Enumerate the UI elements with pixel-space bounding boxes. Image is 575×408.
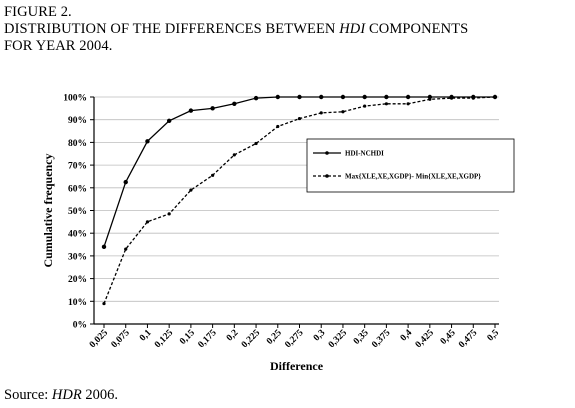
- series-2-point: [254, 141, 258, 146]
- series-2-point: [341, 110, 345, 114]
- legend-box: [306, 138, 515, 193]
- source-note: Source: HDR 2006.: [4, 387, 118, 404]
- x-tick-label: 0,075: [110, 328, 132, 350]
- series-1-point: [253, 95, 259, 101]
- x-tick-label: 0,1: [138, 328, 154, 344]
- series-2-point: [363, 104, 367, 108]
- x-tick-label: 0,5: [486, 328, 502, 344]
- y-tick-labels: 0% 10% 20% 30% 40% 50% 60% 70% 80% 90% 100%: [63, 94, 87, 331]
- figure-title-line-2: FOR YEAR 2004.: [4, 38, 113, 54]
- x-tick-label: 0,35: [352, 328, 371, 347]
- x-tick-label: 0,225: [240, 328, 262, 350]
- series-2-point: [145, 220, 150, 224]
- x-axis-title: Difference: [270, 359, 324, 373]
- x-tick-label: 0,3: [312, 328, 328, 344]
- series-2-point: [428, 97, 432, 101]
- y-tick-label: 70%: [68, 162, 87, 172]
- series-1-point: [340, 94, 346, 100]
- figure-title: FIGURE 2. DISTRIBUTION OF THE DIFFERENCE…: [4, 4, 468, 55]
- x-tick-label: 0,175: [197, 328, 219, 350]
- series-2-point: [124, 247, 128, 251]
- legend-marker-2: [325, 174, 329, 178]
- x-tick-label: 0,2: [225, 328, 241, 344]
- y-tick-label: 50%: [68, 207, 87, 217]
- y-tick-label: 0%: [73, 321, 87, 331]
- legend-marker-1: [325, 151, 329, 155]
- series-1-point: [384, 94, 389, 100]
- y-tick-label: 100%: [63, 94, 87, 104]
- source-prefix: Source:: [4, 387, 52, 403]
- y-tick-label: 20%: [68, 275, 87, 285]
- series-2-point: [211, 173, 215, 177]
- x-tick-label: 0,45: [439, 328, 458, 347]
- series-2-point: [297, 116, 302, 121]
- figure-label: FIGURE 2.: [4, 4, 72, 20]
- y-tick-label: 30%: [68, 252, 87, 262]
- x-tick-label: 0,275: [283, 328, 305, 350]
- series-2-point: [384, 102, 388, 106]
- source-italic: HDR: [51, 387, 82, 403]
- series-1-point: [232, 101, 237, 107]
- x-tick-label: 0,425: [414, 328, 436, 350]
- axes: [90, 96, 499, 328]
- series-1-point: [166, 118, 172, 124]
- y-tick-label: 60%: [68, 184, 87, 194]
- series: [101, 94, 498, 306]
- series-2-point: [471, 96, 475, 100]
- series-2-point: [276, 124, 280, 129]
- series-2-point: [449, 96, 454, 100]
- x-tick-labels: 0,025 0,075 0,1 0,125 0,15 0,175 0,2 0,225 0,25 0…: [88, 328, 501, 350]
- series-2-point: [167, 212, 171, 216]
- figure-title-part-2: COMPONENTS: [365, 21, 469, 37]
- series-1-point: [145, 139, 150, 144]
- x-tick-label: 0,4: [399, 328, 415, 344]
- series-1-point: [275, 94, 280, 100]
- series-2-point: [102, 301, 106, 306]
- source-suffix: 2006.: [81, 387, 118, 403]
- y-tick-label: 80%: [68, 139, 87, 149]
- series-1-point: [123, 179, 128, 185]
- x-tick-label: 0,25: [265, 328, 284, 347]
- x-tick-label: 0,15: [178, 328, 197, 347]
- series-1-point: [427, 94, 433, 100]
- series-2-point: [232, 153, 236, 157]
- series-2-point: [493, 95, 497, 99]
- series-1-point: [297, 94, 302, 100]
- x-tick-label: 0,325: [327, 328, 349, 350]
- series-2-point: [319, 111, 323, 115]
- series-1-point: [405, 94, 411, 100]
- series-2-point: [189, 188, 193, 192]
- figure-title-part-1: DISTRIBUTION OF THE DIFFERENCES BETWEEN: [4, 21, 340, 37]
- legend-label-1: HDI-NCHDI: [345, 150, 384, 158]
- x-tick-label: 0,475: [457, 328, 479, 350]
- figure-title-line-1: DISTRIBUTION OF THE DIFFERENCES BETWEEN …: [4, 21, 468, 38]
- series-1-point: [188, 108, 194, 113]
- y-tick-label: 90%: [68, 116, 87, 126]
- y-tick-label: 40%: [68, 230, 87, 240]
- y-axis-title: Cumulative frequency: [41, 153, 55, 267]
- legend: HDI-NCHDI Max{XLE,XE,XGDP}- Min{XLE,XE,XG…: [306, 138, 515, 193]
- series-2-point: [406, 102, 410, 106]
- legend-label-2: Max{XLE,XE,XGDP}- Min{XLE,XE,XGDP}: [345, 173, 481, 181]
- series-line-2: [103, 96, 496, 304]
- y-grid-lines: [94, 96, 499, 302]
- y-tick-label: 10%: [68, 298, 87, 308]
- series-1-point: [210, 106, 215, 111]
- x-tick-label: 0,125: [153, 328, 175, 350]
- figure-title-italic: HDI: [339, 21, 366, 37]
- series-1-point: [319, 94, 324, 100]
- series-1-point: [362, 94, 367, 100]
- x-tick-label: 0,375: [370, 328, 392, 350]
- x-tick-label: 0,025: [88, 328, 110, 350]
- series-1-point: [101, 244, 107, 250]
